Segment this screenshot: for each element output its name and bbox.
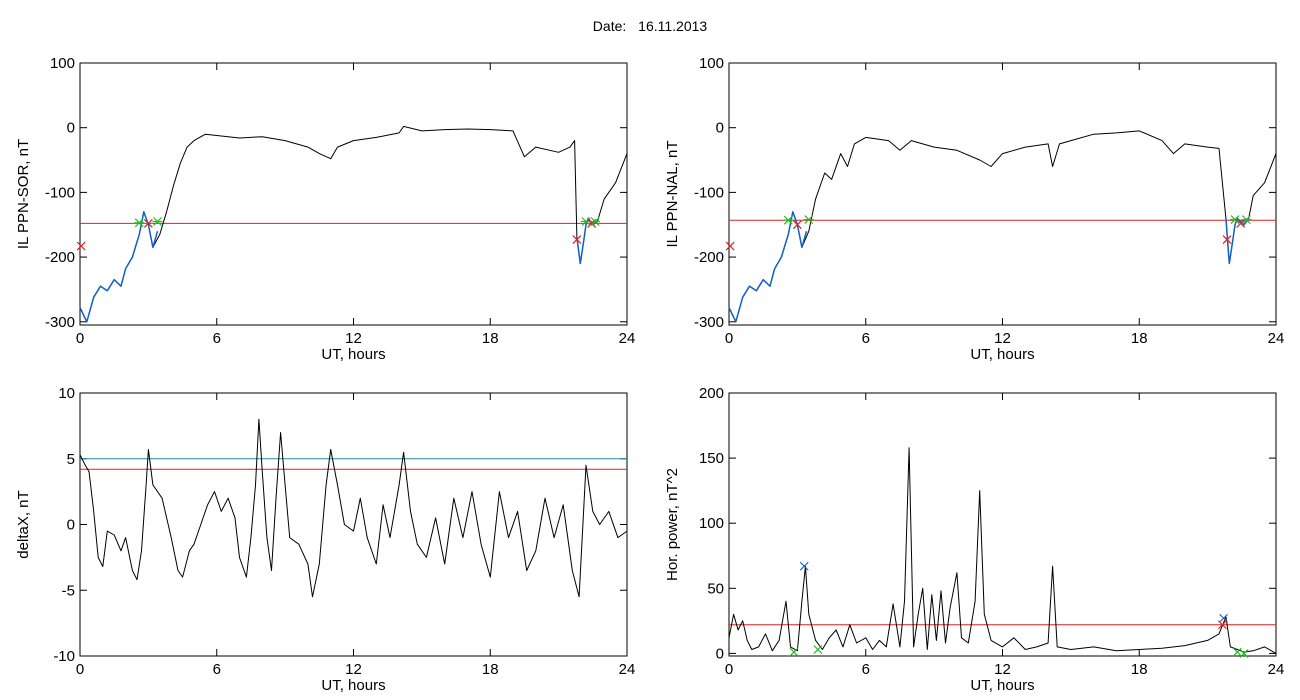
date-header: Date: 16.11.2013 (0, 18, 1300, 34)
plot-sor: 0 6 12 18 24 100 0 -100 -200 -300 UT, hours IL PPN-… (15, 55, 635, 363)
series-line (79, 418, 628, 598)
y-tick-label: 0 (716, 645, 724, 662)
y-tick-label: 50 (707, 580, 724, 597)
y-tick-label: 200 (699, 385, 724, 402)
star-marker (1241, 215, 1252, 224)
star-marker (1229, 215, 1240, 224)
x-tick-label: 12 (994, 330, 1011, 347)
y-tick-label: 10 (58, 385, 75, 402)
x-tick-label: 24 (619, 330, 636, 347)
y-axis-label: IL PPN-NAL, nT (664, 141, 681, 248)
cross-marker (813, 645, 823, 654)
plot-nal: 0 6 12 18 24 100 0 -100 -200 -300 UT, hours IL PPN-… (664, 55, 1284, 363)
y-tick-label: -100 (694, 184, 724, 201)
y-tick-label: 100 (699, 515, 724, 532)
x-tick-label: 6 (213, 661, 221, 678)
y-tick-label: 0 (716, 120, 724, 137)
y-tick-label: -300 (694, 314, 724, 331)
cross-marker (572, 235, 582, 245)
y-tick-label: 100 (50, 55, 75, 72)
y-axis-label: Hor. power, nT^2 (664, 468, 681, 581)
x-tick-label: 18 (1131, 661, 1148, 678)
cross-marker (1218, 620, 1227, 630)
x-tick-label: 18 (482, 661, 499, 678)
y-axis-label: IL PPN-SOR, nT (15, 139, 32, 249)
x-tick-label: 0 (76, 330, 84, 347)
x-tick-label: 12 (994, 661, 1011, 678)
plot-frame (79, 392, 628, 657)
x-axis-label: UT, hours (970, 677, 1034, 694)
star-marker (134, 218, 145, 228)
plot-deltax: 0 6 12 18 24 10 5 0 -5 -10 UT, hours deltaX, nT (15, 385, 635, 694)
y-tick-label: 0 (67, 120, 75, 137)
overlay-series-line (1225, 217, 1250, 265)
x-tick-label: 12 (345, 661, 362, 678)
y-tick-label: -200 (45, 249, 75, 266)
y-tick-label: -5 (62, 582, 75, 599)
x-tick-label: 12 (345, 330, 362, 347)
x-tick-label: 0 (725, 661, 733, 678)
cross-marker (76, 241, 86, 251)
date-label: Date: (592, 18, 627, 34)
x-tick-label: 6 (862, 661, 870, 678)
x-tick-label: 6 (862, 330, 870, 347)
series-line (79, 125, 628, 323)
x-tick-label: 24 (619, 661, 636, 678)
cross-marker (1222, 235, 1232, 245)
star-marker (783, 215, 794, 225)
x-axis-label: UT, hours (970, 346, 1034, 363)
cross-marker (1239, 648, 1249, 658)
plot-frame (79, 62, 628, 326)
plot-frame (728, 62, 1277, 326)
plot-frame (728, 392, 1277, 657)
overlay-series-line (79, 211, 159, 323)
cross-marker (792, 220, 802, 230)
x-tick-label: 24 (1268, 661, 1285, 678)
x-tick-label: 6 (213, 330, 221, 347)
cross-marker (789, 647, 799, 657)
x-tick-label: 0 (725, 330, 733, 347)
y-axis-label: deltaX, nT (15, 490, 32, 558)
cross-marker (1232, 647, 1242, 657)
cross-marker (799, 561, 809, 571)
date-value: 16.11.2013 (638, 18, 708, 34)
x-tick-label: 24 (1268, 330, 1285, 347)
star-marker (803, 215, 814, 224)
plot-power: 0 6 12 18 24 200 150 100 50 0 UT, hours Hor. power,… (664, 385, 1284, 694)
x-tick-label: 18 (482, 330, 499, 347)
cross-marker (725, 241, 735, 251)
y-tick-label: -100 (45, 184, 75, 201)
series-line (728, 130, 1277, 323)
x-axis-label: UT, hours (321, 346, 385, 363)
y-tick-label: 0 (67, 517, 75, 534)
star-marker (152, 217, 163, 226)
star-marker (590, 217, 601, 226)
cross-marker (1236, 219, 1246, 228)
y-tick-label: -10 (53, 648, 75, 665)
overlay-series-line (576, 217, 598, 265)
overlay-series-line (728, 211, 808, 323)
x-tick-label: 18 (1131, 330, 1148, 347)
x-tick-label: 0 (76, 661, 84, 678)
y-tick-label: 5 (67, 451, 75, 468)
series-line (728, 447, 1277, 654)
x-axis-label: UT, hours (321, 677, 385, 694)
y-tick-label: -300 (45, 314, 75, 331)
y-tick-label: 150 (699, 450, 724, 467)
y-tick-label: 100 (699, 55, 724, 72)
cross-marker (143, 219, 153, 228)
y-tick-label: -200 (694, 249, 724, 266)
